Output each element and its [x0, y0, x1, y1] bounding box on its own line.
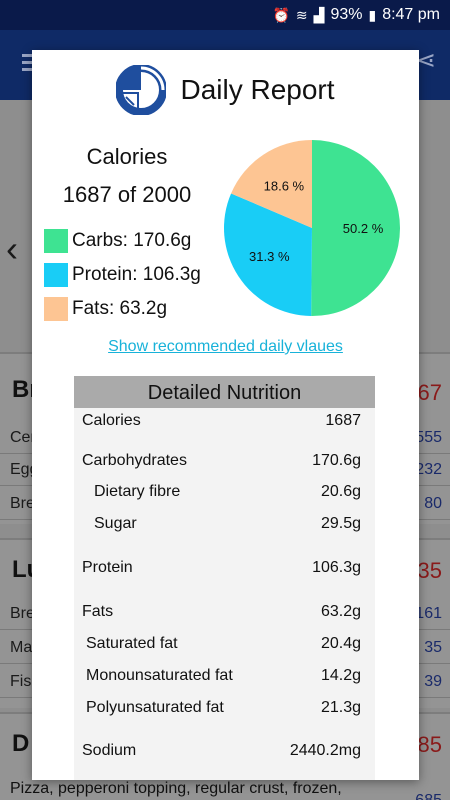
legend-protein: Protein: 106.3g: [44, 258, 201, 292]
nutrient-label: Polyunsaturated fat: [86, 699, 224, 716]
pie-slice-label: 18.6 %: [264, 178, 305, 193]
nutrient-value: 20.6g: [320, 483, 361, 500]
nutrient-value: 20.4g: [320, 635, 361, 652]
list-item-value: 35: [424, 639, 442, 656]
section-total: 35: [417, 558, 442, 583]
legend-label: Protein: 106.3g: [72, 264, 201, 285]
nutrient-value: 29.5g: [320, 515, 361, 532]
wifi-icon: ≋: [295, 6, 308, 23]
dialog-title: Daily Report: [180, 74, 335, 105]
nutrient-value: 14.2g: [320, 667, 361, 684]
list-item-value: 80: [424, 495, 442, 512]
nutrient-label: Dietary fibre: [94, 483, 181, 500]
list-item-label: Egg: [10, 461, 39, 478]
app-logo-icon: [116, 65, 167, 115]
nutrient-value: 21.3g: [320, 699, 361, 716]
nutrient-label: Monounsaturated fat: [86, 667, 233, 684]
show-recommended-link[interactable]: Show recommended daily vlaues: [108, 338, 343, 355]
list-item-label: Bre: [10, 495, 35, 512]
nutrient-value: 170.6g: [312, 452, 361, 469]
macro-pie-chart: 50.2 % 31.3 % 18.6 %: [224, 140, 401, 316]
dialog-header: Daily Report: [32, 60, 419, 120]
nutrient-value: 106.3g: [312, 559, 361, 576]
pie-slice: [231, 140, 312, 228]
daily-report-dialog: Daily Report Calories 1687 of 2000 Carbs…: [32, 50, 419, 780]
list-item-label: Fis: [10, 673, 32, 690]
section-heading: D: [12, 730, 30, 757]
list-item-label: Ma: [10, 639, 33, 656]
chevron-left-icon[interactable]: ‹: [6, 228, 18, 269]
battery-icon: ▮: [368, 6, 377, 23]
nutrient-label: Fats: [82, 603, 114, 620]
calories-label: Calories: [86, 144, 168, 169]
legend-fats: Fats: 63.2g: [44, 292, 201, 326]
detailed-nutrition-table: Detailed Nutrition Calories 1687 Carbohyd…: [74, 376, 375, 780]
macro-legend: Carbs: 170.6g Protein: 106.3g Fats: 63.2…: [44, 224, 201, 326]
pie-slice: [311, 140, 401, 316]
calories-value: 1687 of 2000: [62, 182, 192, 207]
pie-slice-label: 50.2 %: [343, 221, 384, 236]
nutrient-label: Protein: [82, 559, 133, 576]
status-bar: ⏰ ≋ ▟ 93% ▮ 8:47 pm: [0, 0, 450, 30]
share-icon[interactable]: ⋖: [415, 47, 436, 74]
nutrient-label: Sodium: [82, 742, 137, 759]
protein-swatch: [44, 263, 68, 287]
nutrient-value: 63.2g: [320, 603, 361, 620]
battery-percent: 93%: [330, 6, 363, 23]
fats-swatch: [44, 297, 68, 321]
pie-slice-label: 31.3 %: [249, 249, 290, 264]
signal-icon: ▟: [313, 6, 325, 23]
nutrient-value: 2440.2mg: [289, 742, 361, 759]
nutrient-label: Carbohydrates: [82, 452, 187, 469]
pie-slice: [224, 193, 312, 316]
section-total: 85: [417, 732, 442, 757]
list-item-label: Bre: [10, 605, 35, 622]
legend-label: Fats: 63.2g: [72, 298, 168, 319]
nutrient-value: 1687: [325, 412, 361, 429]
nutrition-table-header: Detailed Nutrition: [74, 376, 375, 408]
clock: 8:47 pm: [382, 6, 440, 23]
carbs-swatch: [44, 229, 68, 253]
nutrient-label: Saturated fat: [86, 635, 178, 652]
list-item-value: 685: [415, 792, 442, 800]
list-item-label: Cer: [10, 429, 36, 446]
section-total: 67: [417, 380, 442, 405]
list-item-value: 555: [415, 429, 442, 446]
list-item-value: 161: [415, 605, 442, 622]
alarm-icon: ⏰: [272, 6, 290, 23]
list-item-value: 39: [424, 673, 442, 690]
legend-label: Carbs: 170.6g: [72, 230, 192, 251]
legend-carbs: Carbs: 170.6g: [44, 224, 201, 258]
nutrient-label: Calories: [82, 412, 141, 429]
list-item-value: 232: [415, 461, 442, 478]
list-item-label: Pizza, pepperoni topping, regular crust,…: [10, 780, 342, 797]
nutrient-label: Sugar: [94, 515, 137, 532]
